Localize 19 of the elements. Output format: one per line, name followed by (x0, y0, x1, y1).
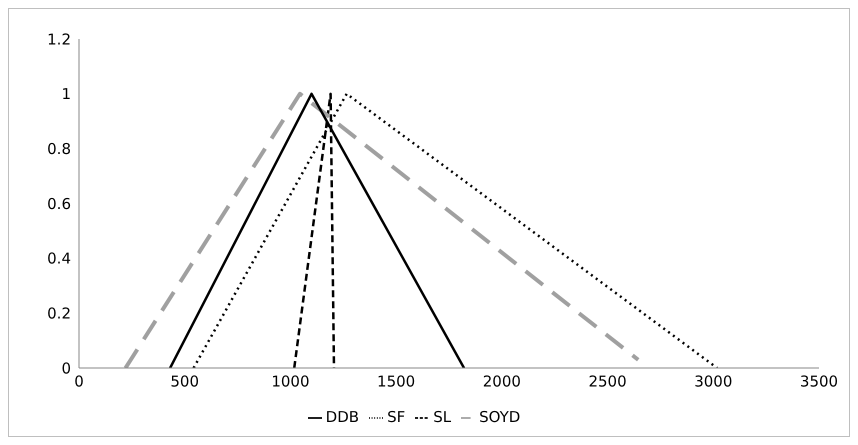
y-tick-label: 0.2 (47, 304, 71, 322)
x-tick-label: 2500 (588, 372, 627, 391)
x-tick-label: 500 (170, 372, 200, 391)
y-tick-label: 1 (61, 85, 71, 104)
legend-label: SOYD (479, 408, 520, 426)
y-tick-label: 0.4 (47, 250, 71, 268)
x-tick-label: 3500 (800, 372, 838, 391)
x-tick-label: 1000 (271, 372, 310, 391)
y-tick-label: 0.6 (47, 194, 71, 213)
x-tick-label: 3000 (694, 372, 732, 391)
x-tick-label: 0 (74, 372, 84, 391)
y-tick-label: 0.8 (47, 140, 71, 158)
x-tick-label: 1500 (377, 372, 416, 391)
legend-label: SF (387, 408, 406, 426)
x-tick-label: 2000 (482, 372, 521, 391)
y-tick-label: 0 (61, 359, 71, 378)
legend-label: SL (433, 408, 452, 426)
legend-label: DDB (326, 408, 360, 426)
y-tick-label: 1.2 (47, 30, 71, 48)
